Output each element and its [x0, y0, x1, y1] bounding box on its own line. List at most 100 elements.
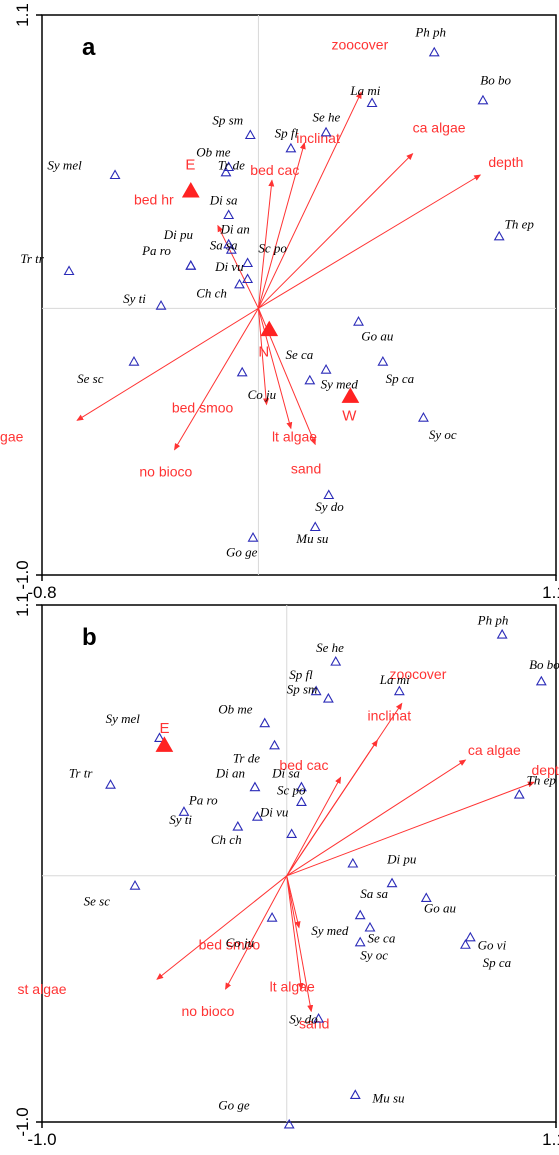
species-marker — [225, 244, 237, 254]
env-arrow — [286, 759, 467, 877]
species-label: Ph ph — [477, 613, 509, 628]
species-marker — [535, 675, 547, 686]
species-marker — [354, 909, 366, 920]
env-arrow — [257, 308, 270, 406]
species-label: Sy oc — [360, 948, 388, 963]
env-arrow — [286, 875, 314, 1013]
species-marker — [496, 628, 508, 639]
species-marker — [249, 781, 261, 792]
species-label: Di sa — [209, 192, 238, 207]
species-label: Th ep — [505, 216, 535, 231]
env-arrow — [286, 776, 342, 877]
species-label: Di vu — [214, 259, 244, 274]
species-label: Sy do — [289, 1012, 318, 1027]
species-label: Sp fl — [289, 667, 313, 682]
species-marker — [63, 265, 75, 276]
env-label: sand — [291, 461, 321, 477]
species-label: Se ca — [368, 930, 396, 945]
species-marker — [296, 781, 307, 792]
y-tick-label: -1.0 — [13, 1107, 32, 1136]
site-label: E — [159, 720, 169, 737]
env-arrow — [174, 308, 259, 451]
y-tick-label: 1.1 — [13, 3, 32, 27]
panel-letter: b — [82, 624, 97, 651]
species-label: Th ep — [527, 773, 557, 788]
env-label: ca algae — [413, 119, 466, 135]
species-label: Tr tr — [20, 251, 44, 266]
species-marker — [269, 739, 280, 750]
env-label: zoocover — [390, 666, 447, 682]
env-label: st algae — [0, 429, 24, 445]
env-label: bed cac — [250, 162, 299, 178]
env-label: depth — [488, 154, 523, 170]
species-label: Sc po — [258, 240, 287, 255]
species-marker — [232, 820, 244, 831]
species-label: Ch ch — [196, 286, 227, 301]
species-label: Sa sa — [360, 886, 388, 901]
species-marker — [428, 46, 440, 57]
species-marker — [464, 931, 476, 942]
species-marker — [223, 238, 235, 249]
species-label: Di an — [215, 765, 245, 780]
species-marker — [364, 921, 376, 932]
species-marker — [366, 97, 378, 108]
site-marker — [155, 736, 174, 752]
species-label: Sy ti — [169, 812, 192, 827]
species-marker — [322, 692, 334, 703]
species-label: Sy med — [311, 923, 349, 938]
species-marker — [296, 796, 307, 807]
x-tick-label: 1.1 — [542, 583, 559, 602]
species-marker — [155, 300, 167, 310]
species-label: Pa ro — [188, 792, 218, 807]
species-label: Sp ca — [386, 371, 415, 386]
env-label: st algae — [18, 981, 67, 997]
env-label: no bioco — [139, 463, 192, 479]
species-label: Di pu — [163, 227, 194, 242]
env-arrow — [76, 307, 259, 421]
species-label: Sp sm — [212, 112, 243, 127]
species-marker — [320, 364, 332, 374]
species-marker — [109, 169, 121, 180]
species-marker — [247, 532, 259, 542]
species-marker — [242, 257, 254, 268]
species-marker — [283, 1118, 295, 1129]
env-arrow — [257, 142, 306, 309]
species-label: Ob me — [218, 701, 253, 716]
env-label: no bioco — [182, 1003, 235, 1019]
species-marker — [493, 230, 505, 241]
species-marker — [313, 1012, 325, 1023]
species-marker — [178, 806, 190, 816]
env-arrow — [217, 224, 259, 309]
species-label: Se he — [313, 110, 341, 125]
species-label: Se sc — [84, 893, 111, 908]
species-marker — [266, 912, 278, 922]
plot-frame-a — [41, 14, 557, 576]
species-label: Pa ro — [141, 243, 171, 258]
species-marker — [477, 94, 489, 105]
species-marker — [259, 717, 271, 728]
plot-frame-b — [41, 604, 557, 1123]
y-tick-label: 1.1 — [13, 593, 32, 617]
site-label: E — [185, 157, 195, 174]
species-label: Se he — [316, 640, 344, 655]
env-arrow — [286, 781, 535, 877]
species-marker — [105, 779, 116, 789]
species-marker — [304, 374, 316, 385]
species-label: Go vi — [478, 938, 507, 953]
species-marker — [393, 685, 405, 696]
site-marker — [341, 387, 360, 403]
species-marker — [386, 877, 398, 888]
env-label: inclinat — [368, 708, 412, 724]
env-label: lt algae — [272, 429, 317, 445]
species-marker — [353, 316, 364, 326]
env-label: bed smoo — [199, 937, 261, 953]
species-marker — [347, 857, 359, 868]
env-label: zoocover — [331, 37, 388, 53]
species-marker — [354, 936, 366, 947]
species-marker — [349, 1089, 361, 1099]
species-label: Mu su — [371, 1090, 405, 1105]
env-arrow — [286, 739, 378, 877]
species-label: Bo bo — [529, 657, 559, 672]
species-label: Sp fl — [275, 126, 299, 141]
species-marker — [234, 278, 245, 289]
